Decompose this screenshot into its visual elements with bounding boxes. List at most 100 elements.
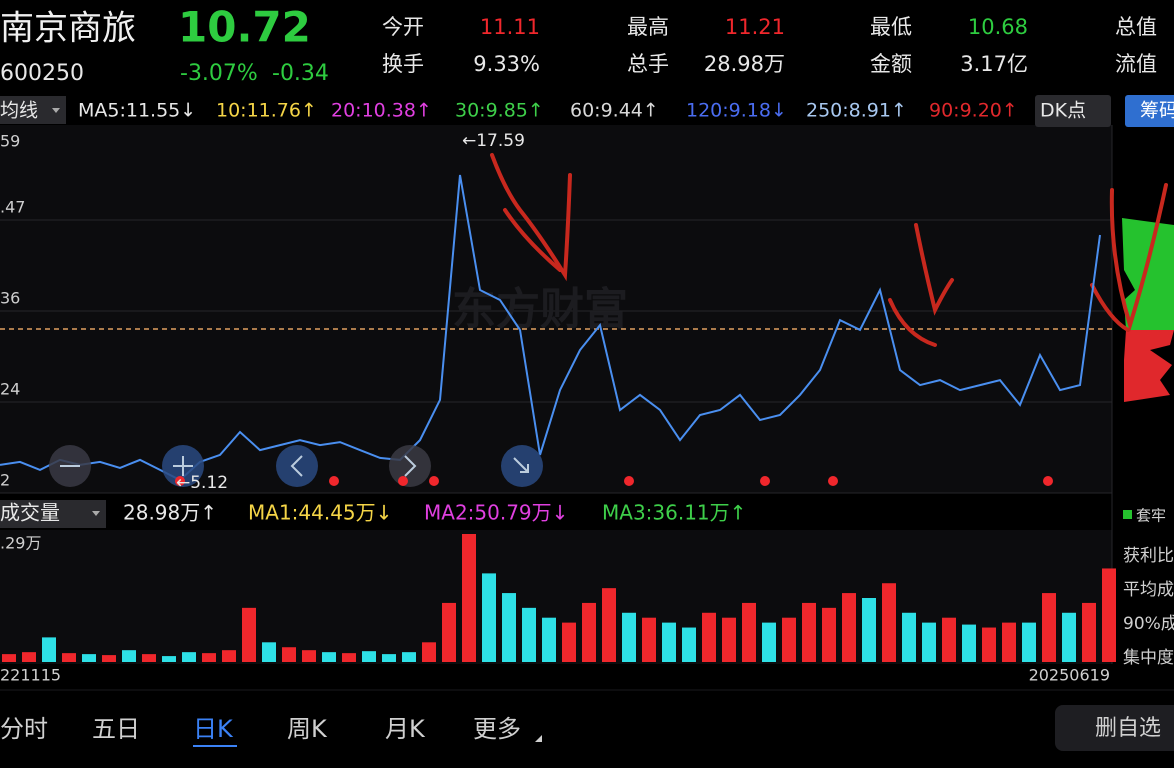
- dot: [624, 476, 634, 486]
- signal-dots: [175, 476, 1053, 486]
- stat-value: 11.11: [480, 15, 540, 39]
- volume-bar: [722, 617, 736, 662]
- y-axis-label: 36: [0, 289, 20, 308]
- scribble: [1090, 283, 1130, 332]
- annotation-scribbles: [490, 153, 1168, 347]
- icon: [173, 456, 193, 476]
- volume-bar: [902, 612, 916, 662]
- volume-bar: [862, 598, 876, 662]
- volume-bar: [582, 602, 596, 662]
- tab[interactable]: 月K: [385, 715, 426, 743]
- change-pct: -3.07%: [180, 61, 258, 86]
- dot: [828, 476, 838, 486]
- dropdown-arrow: [52, 108, 60, 113]
- nav-button[interactable]: [389, 445, 431, 487]
- volume-bar: [22, 652, 36, 662]
- stat-value: 3.17亿: [960, 52, 1028, 76]
- volume-bar: [842, 593, 856, 662]
- icon: [513, 457, 529, 473]
- volume-chart: [2, 534, 1116, 662]
- tab[interactable]: 更多: [473, 715, 521, 743]
- dot: [329, 476, 339, 486]
- nav-button[interactable]: [276, 445, 318, 487]
- volume-bar: [82, 654, 96, 662]
- ma-item: 10:11.76↑: [216, 100, 317, 122]
- legend-swatch: [1123, 510, 1132, 519]
- stat-label: 总值: [1115, 15, 1157, 39]
- end-date: 20250619: [1029, 666, 1110, 685]
- dot: [760, 476, 770, 486]
- volume-bar: [602, 588, 616, 662]
- watermark: 东方财富: [452, 284, 628, 335]
- volume-bar: [822, 607, 836, 662]
- volume-bar: [182, 652, 196, 662]
- volume-bar: [762, 622, 776, 662]
- volume-bar: [662, 622, 676, 662]
- stat-label: 最高: [627, 15, 669, 39]
- tab[interactable]: 周K: [287, 715, 328, 743]
- tab[interactable]: 日K: [193, 715, 234, 743]
- volume-item: MA3:36.11万↑: [602, 501, 746, 525]
- stat-label: 换手: [382, 52, 424, 76]
- side-label: 90%成: [1123, 614, 1174, 634]
- volume-bar: [62, 653, 76, 662]
- volume-bar: [942, 617, 956, 662]
- chip-button[interactable]: [1125, 95, 1174, 127]
- tab[interactable]: 五日: [92, 715, 140, 743]
- volume-bar: [402, 652, 416, 662]
- volume-bar: [1002, 622, 1016, 662]
- volume-bar: [802, 602, 816, 662]
- volume-bar: [222, 650, 236, 662]
- volume-bar: [882, 583, 896, 662]
- stat-value: 28.98万: [704, 52, 785, 76]
- volume-selector[interactable]: [0, 500, 106, 528]
- volume-bar: [422, 642, 436, 662]
- dk-button[interactable]: [1035, 95, 1111, 127]
- volume-bar: [362, 651, 376, 662]
- chip-button-label: 筹码: [1140, 100, 1174, 122]
- volume-bar: [622, 612, 636, 662]
- dot: [1043, 476, 1053, 486]
- price-panel: [0, 125, 1112, 493]
- volume-bar: [102, 655, 116, 662]
- y-axis-label: 24: [0, 380, 20, 399]
- stat-value: 11.21: [725, 15, 785, 39]
- volume-bar: [282, 647, 296, 662]
- volume-bar: [982, 627, 996, 662]
- stock-code: 600250: [0, 61, 84, 86]
- volume-bar: [522, 607, 536, 662]
- volume-item: 28.98万↑: [123, 501, 217, 525]
- volume-bar: [482, 573, 496, 662]
- change: -0.34: [272, 61, 329, 86]
- volume-bar: [542, 617, 556, 662]
- chip-profit: [1122, 218, 1174, 330]
- stat-value: 10.68: [968, 15, 1028, 39]
- stock-name: 南京商旅: [0, 9, 136, 49]
- dot: [429, 476, 439, 486]
- ma-item: 250:8.91↑: [806, 100, 907, 122]
- volume-bar: [1062, 612, 1076, 662]
- tab[interactable]: 分时: [0, 715, 48, 743]
- y-axis-label: 59: [0, 132, 20, 151]
- volume-bar: [1082, 602, 1096, 662]
- ma-item: 30:9.85↑: [455, 100, 544, 122]
- volume-bar: [382, 654, 396, 662]
- axis: 59 .47 36 24 2: [0, 132, 25, 490]
- volume-selector-label: 成交量: [0, 501, 60, 525]
- volume-item: MA1:44.45万↓: [248, 501, 392, 525]
- volume-bar: [462, 534, 476, 662]
- volume-bar: [2, 654, 16, 662]
- scribble: [888, 298, 937, 347]
- volume-bar: [562, 622, 576, 662]
- volume-bar: [302, 650, 316, 662]
- delete-button[interactable]: [1055, 705, 1174, 751]
- side-label: 集中度: [1123, 648, 1174, 668]
- volume-bar: [342, 653, 356, 662]
- tabs: 分时 五日 日K 周K 月K 更多: [0, 715, 542, 747]
- ma-item: 60:9.44↑: [570, 100, 659, 122]
- icon: [404, 455, 417, 477]
- scribble: [1109, 183, 1168, 332]
- ma-item: 120:9.18↓: [686, 100, 787, 122]
